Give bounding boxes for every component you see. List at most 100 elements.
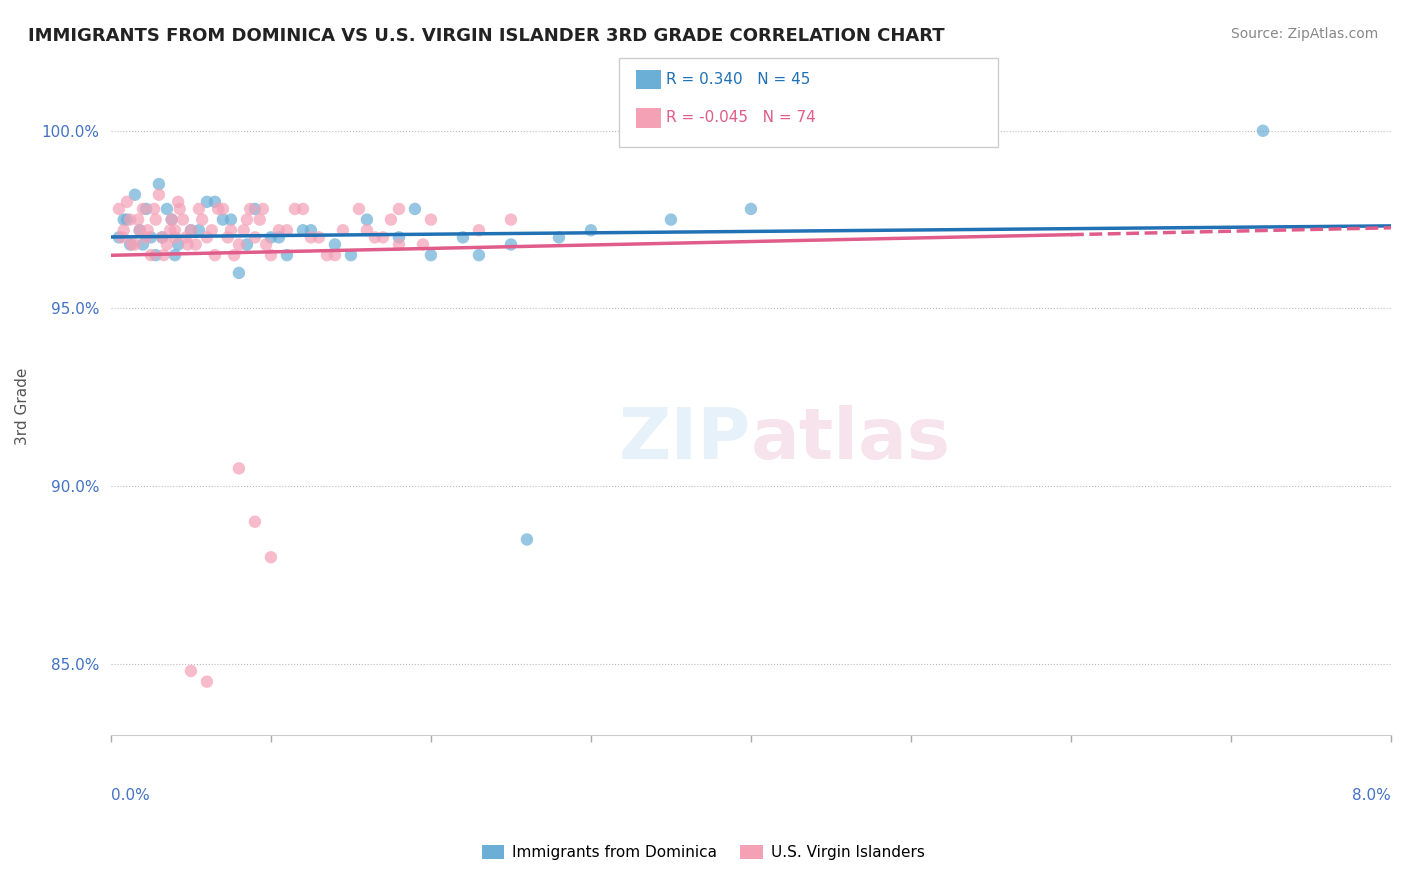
Point [132, 237, 155, 252]
Point [167, 194, 190, 209]
Point [124, 187, 146, 202]
Point [267, 230, 290, 244]
Point [316, 248, 339, 262]
Point [516, 533, 538, 547]
Point [579, 223, 602, 237]
Point [224, 248, 246, 262]
Point [124, 237, 146, 252]
Y-axis label: 3rd Grade: 3rd Grade [15, 368, 30, 445]
Text: IMMIGRANTS FROM DOMINICA VS U.S. VIRGIN ISLANDER 3RD GRADE CORRELATION CHART: IMMIGRANTS FROM DOMINICA VS U.S. VIRGIN … [28, 27, 945, 45]
Point [127, 212, 149, 227]
Point [108, 202, 131, 216]
Point [115, 212, 138, 227]
Point [371, 230, 394, 244]
Point [404, 202, 426, 216]
Point [419, 248, 441, 262]
Point [468, 223, 491, 237]
Point [217, 230, 239, 244]
Point [332, 223, 354, 237]
Text: 8.0%: 8.0% [1353, 789, 1391, 804]
Point [228, 266, 250, 280]
Point [291, 223, 314, 237]
Point [239, 202, 262, 216]
Point [167, 237, 190, 252]
Point [207, 202, 229, 216]
Point [419, 212, 441, 227]
Point [299, 223, 322, 237]
Point [451, 230, 474, 244]
Point [659, 212, 682, 227]
Point [212, 202, 235, 216]
Point [228, 461, 250, 475]
Point [388, 230, 411, 244]
Point [468, 248, 491, 262]
Point [121, 237, 143, 252]
Point [132, 202, 155, 216]
Point [243, 202, 266, 216]
Point [174, 230, 197, 244]
Point [160, 212, 183, 227]
Point [340, 248, 363, 262]
Text: R = -0.045   N = 74: R = -0.045 N = 74 [666, 111, 817, 125]
Point [276, 223, 298, 237]
Point [180, 664, 202, 678]
Point [163, 223, 186, 237]
Point [347, 202, 370, 216]
Point [201, 223, 224, 237]
Text: 0.0%: 0.0% [111, 789, 149, 804]
Point [323, 237, 346, 252]
Point [260, 248, 283, 262]
Point [143, 202, 166, 216]
Point [204, 248, 226, 262]
Text: Source: ZipAtlas.com: Source: ZipAtlas.com [1230, 27, 1378, 41]
Point [177, 237, 200, 252]
Point [236, 237, 259, 252]
Point [152, 248, 174, 262]
Point [499, 237, 522, 252]
Point [159, 223, 181, 237]
Point [160, 212, 183, 227]
Point [180, 223, 202, 237]
Point [128, 223, 150, 237]
Point [145, 212, 167, 227]
Text: R = 0.340   N = 45: R = 0.340 N = 45 [666, 72, 811, 87]
Point [112, 212, 135, 227]
Point [232, 223, 254, 237]
Point [112, 223, 135, 237]
Point [276, 248, 298, 262]
Point [187, 202, 209, 216]
Point [243, 230, 266, 244]
Point [260, 550, 283, 565]
Point [204, 194, 226, 209]
Point [323, 248, 346, 262]
Point [195, 230, 218, 244]
Point [180, 223, 202, 237]
Point [267, 223, 290, 237]
Text: atlas: atlas [751, 405, 950, 474]
Point [219, 223, 242, 237]
Point [299, 230, 322, 244]
Point [136, 223, 159, 237]
Point [184, 237, 207, 252]
Point [187, 223, 209, 237]
Point [150, 230, 173, 244]
Point [169, 202, 191, 216]
Point [150, 230, 173, 244]
Point [380, 212, 402, 227]
Point [1251, 124, 1274, 138]
Point [219, 212, 242, 227]
Point [128, 223, 150, 237]
Point [252, 202, 274, 216]
Point [388, 237, 411, 252]
Point [308, 230, 330, 244]
Point [548, 230, 571, 244]
Point [499, 212, 522, 227]
Point [156, 237, 179, 252]
Point [120, 237, 142, 252]
Point [111, 230, 134, 244]
Point [740, 202, 762, 216]
Point [195, 674, 218, 689]
Point [163, 248, 186, 262]
Point [212, 212, 235, 227]
Point [243, 515, 266, 529]
